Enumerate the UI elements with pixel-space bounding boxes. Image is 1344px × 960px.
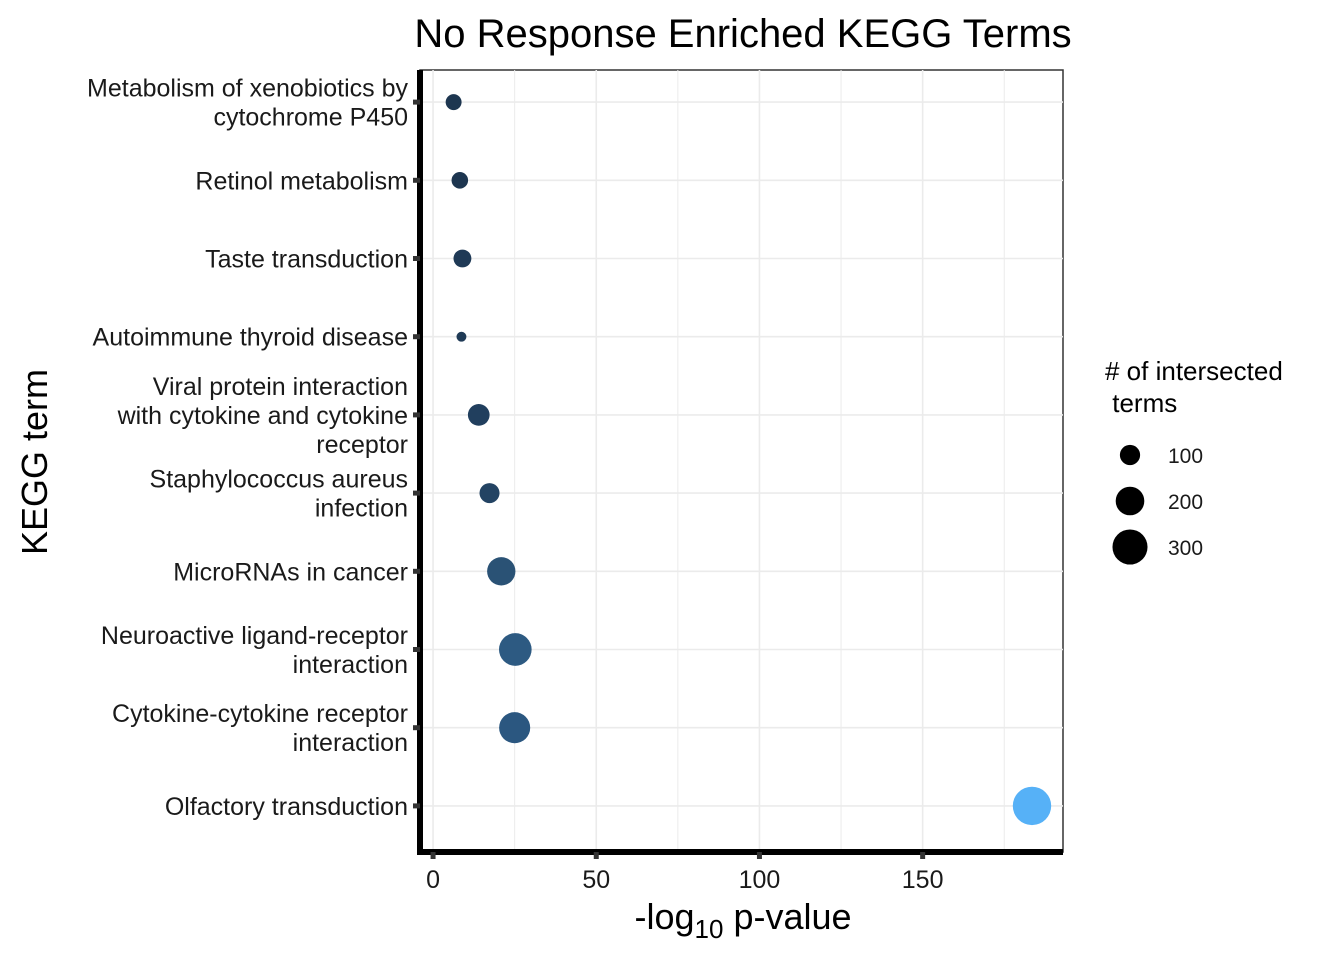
legend-key-dot [1112,529,1148,565]
data-points [445,94,1052,826]
legend-title-line-1: # of intersected [1105,356,1283,386]
x-tick-label: 100 [739,866,781,894]
legend-title-line-2: terms [1105,388,1177,418]
y-tick-label: Retinol metabolism [195,167,408,195]
data-point [467,404,490,426]
legend-keys: 100 200 300 [1112,444,1203,565]
legend: # of intersected terms 100 200 300 [1105,356,1283,565]
legend-key-label: 100 [1168,445,1203,468]
y-tick-label: receptor [316,431,408,459]
x-axis-ticks: 0 50 100 150 [426,852,944,894]
y-axis-title: KEGG term [14,369,55,555]
legend-key-label: 300 [1168,537,1203,560]
data-point [498,633,532,666]
legend-key-dot [1115,486,1145,516]
x-axis-title-subscript: 10 [695,914,724,944]
y-tick-label: interaction [293,651,408,679]
data-point [479,483,500,504]
data-point [453,249,472,268]
y-tick-label: infection [315,495,408,523]
legend-title: # of intersected terms [1105,356,1283,418]
grid-y [420,101,1063,807]
data-point [487,557,516,586]
y-tick-label: Staphylococcus aureus [150,466,408,494]
y-tick-label: MicroRNAs in cancer [173,558,408,586]
y-tick-label: Autoimmune thyroid disease [93,324,408,352]
data-point [499,712,531,744]
chart-title: No Response Enriched KEGG Terms [414,12,1071,56]
data-point [1012,786,1052,826]
y-tick-label: Neuroactive ligand-receptor [101,622,408,650]
x-tick-label: 50 [582,866,610,894]
y-tick-label: with cytokine and cytokine [117,402,408,430]
x-axis-title: -log10 p-value [634,896,851,944]
y-tick-label: Metabolism of xenobiotics by [87,75,408,103]
y-tick-label: Olfactory transduction [165,793,408,821]
plot-panel [417,69,1064,855]
x-tick-label: 150 [902,866,944,894]
x-tick-label: 0 [426,866,440,894]
y-tick-label: interaction [293,729,408,757]
y-tick-label: cytochrome P450 [213,104,408,132]
y-tick-label: Cytokine-cytokine receptor [112,700,408,728]
legend-key-dot [1119,444,1141,466]
y-tick-label: Viral protein interaction [153,373,408,401]
data-point [451,172,469,189]
y-tick-label: Taste transduction [205,246,408,274]
data-point [456,331,467,342]
legend-key-label: 200 [1168,491,1203,514]
data-point [445,94,462,111]
